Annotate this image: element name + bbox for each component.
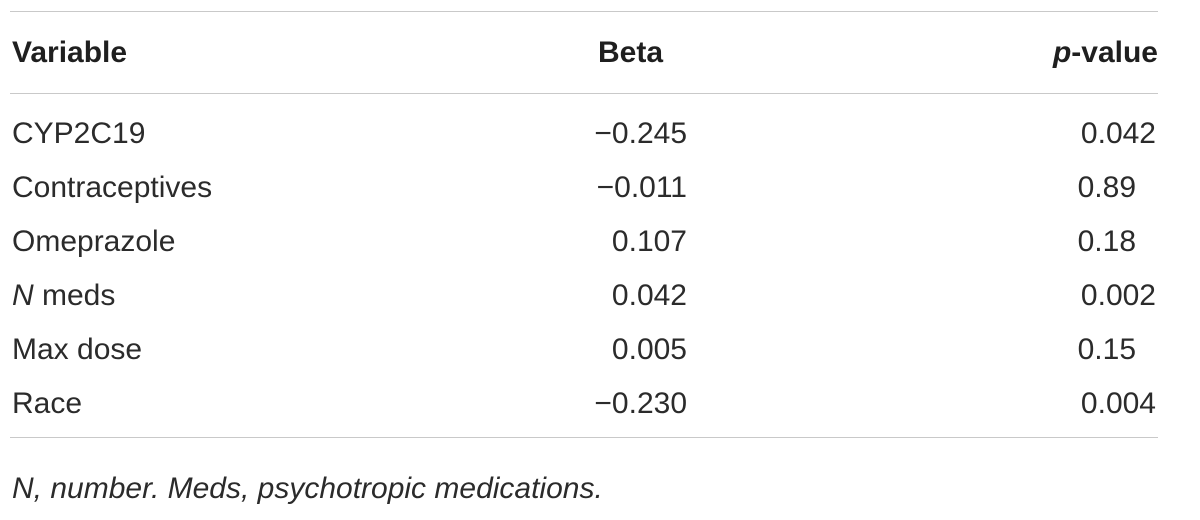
row-variable-italic: N (12, 279, 34, 312)
row-variable-text: Race (12, 387, 83, 420)
row-variable: Max dose (12, 332, 142, 368)
row-variable: N meds (12, 278, 115, 314)
table-header-rule (10, 93, 1158, 94)
row-pvalue: 0.042 (1080, 117, 1156, 150)
row-variable-text: Omeprazole (12, 225, 176, 258)
row-beta: −0.245 (594, 117, 687, 150)
row-pvalue: 0.15 (1077, 333, 1136, 366)
row-beta: −0.011 (596, 171, 687, 204)
table-footnote: N, number. Meds, psychotropic medication… (12, 472, 603, 505)
row-pvalue: 0.18 (1077, 225, 1136, 258)
row-variable: CYP2C19 (12, 116, 145, 152)
header-beta: Beta (598, 36, 664, 69)
row-beta: −0.230 (594, 387, 687, 420)
row-variable-text: CYP2C19 (12, 117, 146, 150)
row-variable-text: Contraceptives (12, 171, 213, 204)
header-pvalue-suffix: -value (1071, 36, 1158, 69)
row-beta: 0.042 (611, 279, 687, 312)
row-pvalue: 0.004 (1080, 387, 1156, 420)
row-beta: 0.107 (611, 225, 687, 258)
row-variable: Contraceptives (12, 170, 212, 206)
row-variable-text: meds (33, 279, 116, 312)
table-bottom-rule (10, 437, 1158, 438)
row-beta: 0.005 (611, 333, 687, 366)
row-pvalue: 0.002 (1080, 279, 1156, 312)
header-pvalue: p-value (1053, 35, 1158, 71)
header-pvalue-p: p (1052, 36, 1072, 69)
row-variable: Race (12, 386, 82, 422)
row-variable-text: Max dose (12, 333, 143, 366)
header-variable: Variable (12, 36, 128, 69)
table-top-rule (10, 11, 1158, 12)
row-variable: Omeprazole (12, 224, 175, 260)
row-pvalue: 0.89 (1077, 171, 1136, 204)
